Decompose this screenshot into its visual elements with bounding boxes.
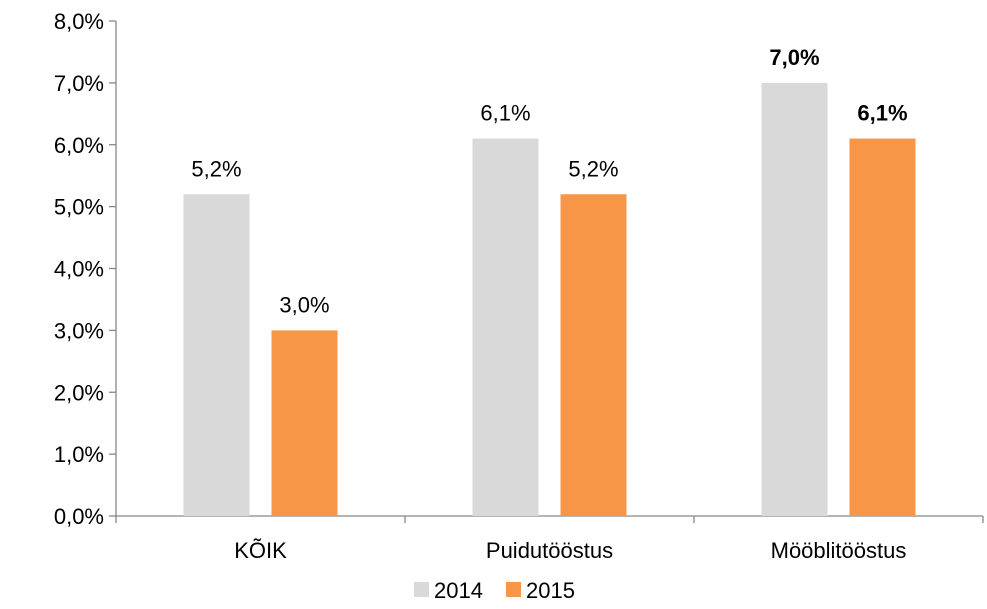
- bar-2015-2: [560, 194, 627, 516]
- y-tick-label: 6,0%: [54, 133, 104, 158]
- data-labels: 5,2% 3,0% 6,1% 5,2% 7,0% 6,1%: [191, 45, 907, 318]
- y-tick-label: 0,0%: [54, 504, 104, 529]
- y-tick-label: 5,0%: [54, 195, 104, 220]
- bar-2014-1: [183, 194, 250, 516]
- x-category-label: KÕIK: [234, 538, 287, 563]
- legend-swatch-2014: [414, 582, 429, 597]
- bars: [183, 82, 916, 516]
- data-label: 6,1%: [857, 101, 907, 126]
- y-tick-label: 1,0%: [54, 442, 104, 467]
- y-axis: 0,0% 1,0% 2,0% 3,0% 4,0% 5,0% 6,0% 7,0% 8,0%: [54, 9, 117, 529]
- bar-2015-1: [271, 330, 338, 516]
- x-axis: KÕIK Puidutööstus Mööblitööstus: [115, 515, 984, 563]
- x-category-label: Mööblitööstus: [771, 538, 907, 563]
- y-tick-label: 8,0%: [54, 9, 104, 34]
- data-label: 6,1%: [480, 101, 530, 126]
- legend: 2014 2015: [414, 578, 575, 603]
- legend-label-2015: 2015: [526, 578, 575, 603]
- y-tick-label: 4,0%: [54, 257, 104, 282]
- data-label: 5,2%: [568, 156, 618, 181]
- legend-label-2014: 2014: [434, 578, 483, 603]
- y-tick-label: 3,0%: [54, 318, 104, 343]
- legend-swatch-2015: [506, 582, 521, 597]
- bar-2014-2: [472, 138, 539, 516]
- y-tick-label: 2,0%: [54, 380, 104, 405]
- bar-2014-3: [761, 82, 828, 516]
- x-category-label: Puidutööstus: [486, 538, 613, 563]
- bar-2015-3: [849, 138, 916, 516]
- y-tick-label: 7,0%: [54, 71, 104, 96]
- data-label: 5,2%: [191, 156, 241, 181]
- data-label: 7,0%: [769, 45, 819, 70]
- data-label: 3,0%: [279, 292, 329, 317]
